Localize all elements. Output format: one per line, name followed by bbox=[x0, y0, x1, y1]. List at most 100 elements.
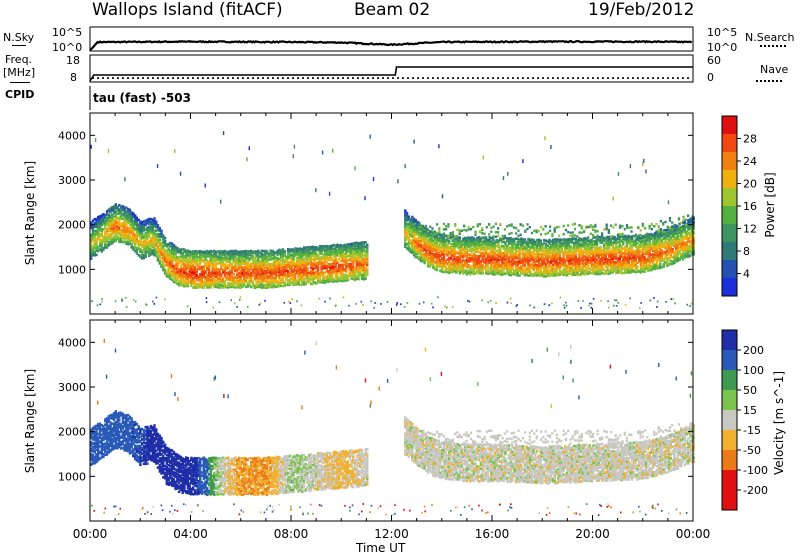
power-cell bbox=[587, 258, 590, 261]
power-cell bbox=[421, 256, 425, 260]
power-cell bbox=[525, 271, 528, 274]
power-cell bbox=[594, 266, 597, 270]
power-cell bbox=[308, 276, 311, 280]
power-cell bbox=[606, 235, 609, 239]
power-cell bbox=[615, 261, 618, 264]
power-cell bbox=[102, 240, 105, 244]
power-cell bbox=[119, 228, 123, 232]
power-cell bbox=[426, 260, 430, 264]
power-cell bbox=[123, 235, 126, 238]
power-cell bbox=[169, 259, 172, 262]
power-cell bbox=[250, 273, 253, 277]
power-cell bbox=[209, 255, 212, 259]
power-cell bbox=[546, 274, 549, 277]
power-cell bbox=[550, 240, 553, 243]
power-cell bbox=[362, 245, 365, 249]
power-cell bbox=[278, 261, 281, 264]
power-cell bbox=[209, 275, 212, 279]
power-cell bbox=[278, 248, 281, 252]
power-cell bbox=[421, 249, 425, 252]
power-cell bbox=[144, 243, 147, 246]
power-cell bbox=[458, 271, 461, 275]
power-cell bbox=[581, 272, 585, 276]
power-cell bbox=[609, 237, 613, 240]
power-cell bbox=[220, 257, 223, 261]
power-cell bbox=[297, 267, 300, 270]
power-cell bbox=[330, 277, 334, 280]
power-cell bbox=[142, 236, 146, 240]
power-cell bbox=[523, 265, 527, 268]
power-cell bbox=[267, 252, 270, 255]
power-cell bbox=[597, 270, 600, 273]
power-cell bbox=[214, 268, 218, 272]
power-cell bbox=[132, 213, 135, 217]
power-cell bbox=[322, 271, 325, 274]
power-cell bbox=[404, 227, 407, 231]
power-cell bbox=[571, 262, 574, 265]
power-cell bbox=[564, 263, 567, 266]
power-cell bbox=[562, 244, 565, 248]
power-cell bbox=[294, 262, 297, 266]
power-cell bbox=[502, 264, 505, 267]
power-cell bbox=[264, 269, 267, 273]
power-cell bbox=[225, 275, 228, 278]
power-cell bbox=[336, 277, 339, 281]
power-cell bbox=[287, 283, 290, 287]
power-cell bbox=[155, 242, 158, 246]
power-cell bbox=[155, 222, 158, 226]
power-cell bbox=[564, 268, 567, 271]
power-cell bbox=[576, 273, 579, 276]
power-cell bbox=[602, 244, 606, 248]
power-cell bbox=[490, 263, 493, 267]
power-cell bbox=[590, 250, 593, 254]
power-cell bbox=[343, 254, 346, 257]
power-cell bbox=[539, 252, 542, 256]
power-cell bbox=[306, 273, 309, 277]
power-cell bbox=[421, 224, 425, 228]
power-cell bbox=[195, 263, 198, 266]
power-cell bbox=[167, 261, 170, 265]
power-cell bbox=[276, 274, 279, 277]
power-cell bbox=[581, 244, 585, 248]
power-cell bbox=[518, 243, 521, 246]
power-cell bbox=[118, 232, 121, 236]
power-cell bbox=[132, 235, 135, 239]
power-cell bbox=[550, 251, 553, 254]
power-cell bbox=[495, 260, 498, 263]
power-cell bbox=[449, 236, 453, 240]
nsky-tick-top-left: 10^5 bbox=[52, 26, 82, 39]
power-cell bbox=[572, 248, 576, 252]
power-cell bbox=[453, 246, 456, 249]
power-cell bbox=[100, 228, 103, 231]
nsky-line bbox=[89, 39, 693, 51]
power-cell bbox=[486, 263, 490, 266]
power-cell bbox=[435, 246, 439, 250]
power-cell bbox=[590, 240, 593, 244]
power-cell bbox=[250, 251, 253, 254]
power-cell bbox=[260, 286, 263, 289]
power-cell bbox=[151, 221, 154, 224]
power-cell bbox=[548, 238, 551, 242]
power-cell bbox=[506, 264, 509, 268]
power-cell bbox=[497, 264, 500, 267]
power-cell bbox=[366, 267, 369, 271]
power-cell bbox=[306, 280, 309, 283]
power-cell bbox=[95, 231, 98, 234]
power-cell bbox=[188, 274, 191, 278]
power-cell bbox=[163, 270, 167, 274]
power-cell bbox=[165, 249, 168, 253]
power-cell bbox=[167, 248, 170, 252]
power-cell bbox=[209, 283, 212, 287]
power-cell bbox=[334, 256, 337, 260]
power-cell bbox=[463, 254, 467, 257]
power-cell bbox=[453, 255, 456, 259]
power-cell bbox=[527, 270, 530, 274]
power-cell bbox=[485, 244, 488, 248]
power-cell bbox=[302, 258, 306, 261]
power-cell bbox=[462, 243, 465, 246]
power-cell bbox=[276, 251, 279, 254]
power-cell bbox=[142, 223, 146, 226]
power-cell bbox=[530, 240, 534, 244]
power-cell bbox=[241, 266, 244, 269]
power-cell bbox=[290, 264, 293, 267]
